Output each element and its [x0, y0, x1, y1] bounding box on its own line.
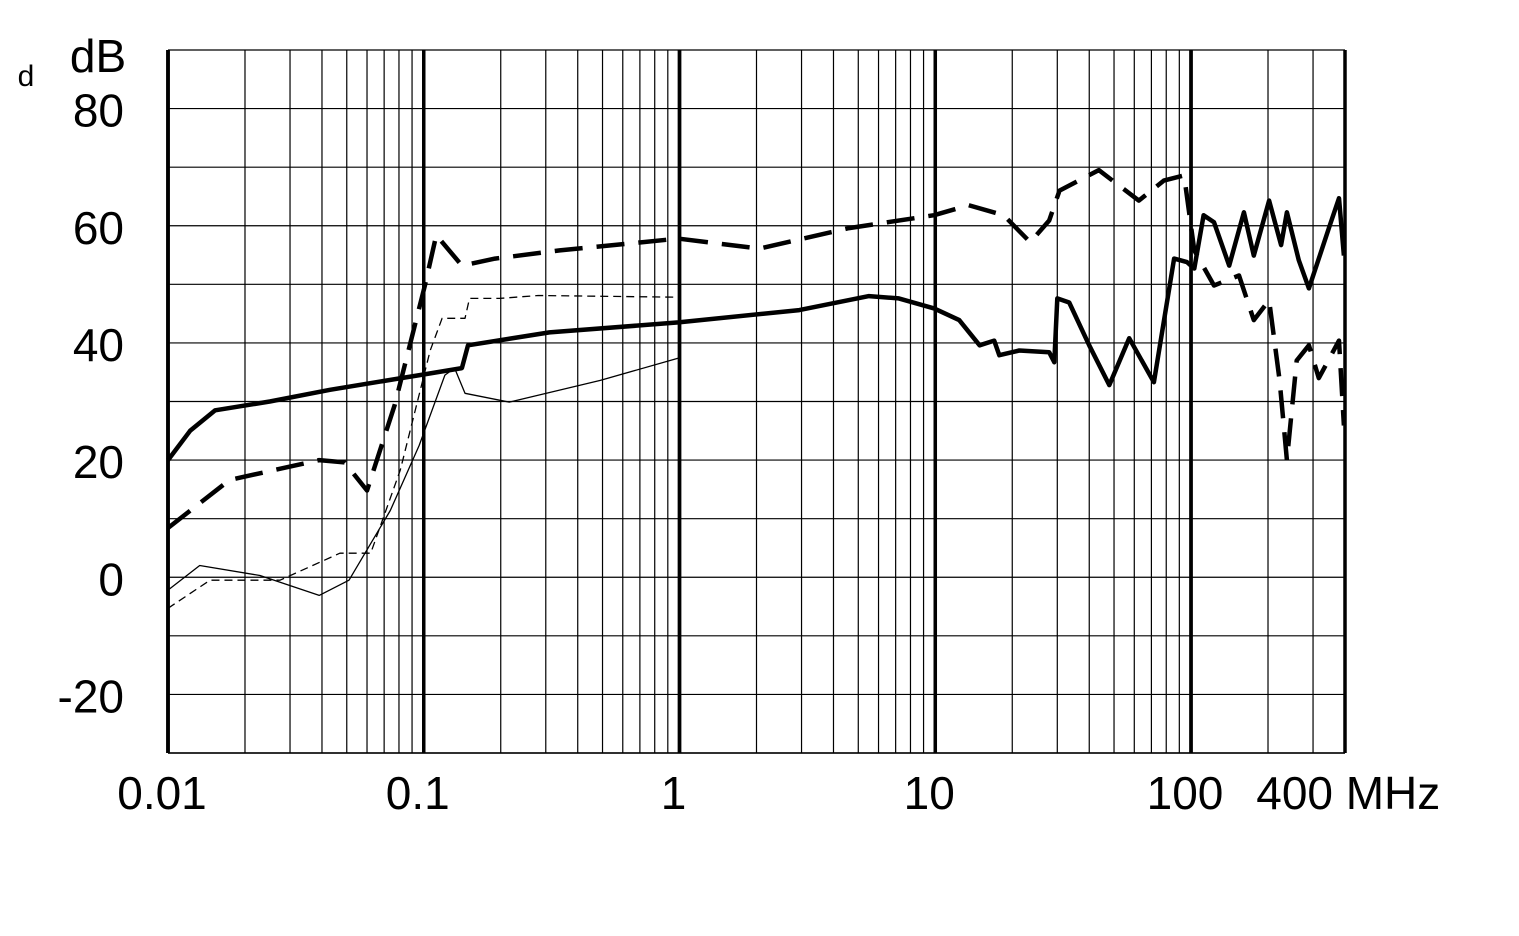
x-tick-label: 10: [904, 767, 955, 819]
x-axis-label: MHz: [1346, 767, 1441, 819]
series-line: [167, 294, 679, 609]
y-tick-label: 40: [73, 319, 124, 371]
y-axis-label: dB: [70, 30, 126, 82]
x-tick-label: 400: [1256, 767, 1333, 819]
x-tick-label: 1: [661, 767, 687, 819]
x-tick-label: 0.01: [117, 767, 207, 819]
series-line: [166, 167, 1347, 530]
x-tick-label: 0.1: [386, 767, 450, 819]
y-tick-label: 20: [73, 436, 124, 488]
y-tick-label: 0: [98, 553, 124, 605]
series-line: [167, 357, 679, 597]
series-line: [166, 195, 1347, 462]
y-tick-label: 60: [73, 202, 124, 254]
corner-text: d: [18, 60, 35, 93]
x-tick-label: 100: [1147, 767, 1224, 819]
y-tick-label: -20: [58, 671, 124, 723]
y-tick-label: 80: [73, 85, 124, 137]
